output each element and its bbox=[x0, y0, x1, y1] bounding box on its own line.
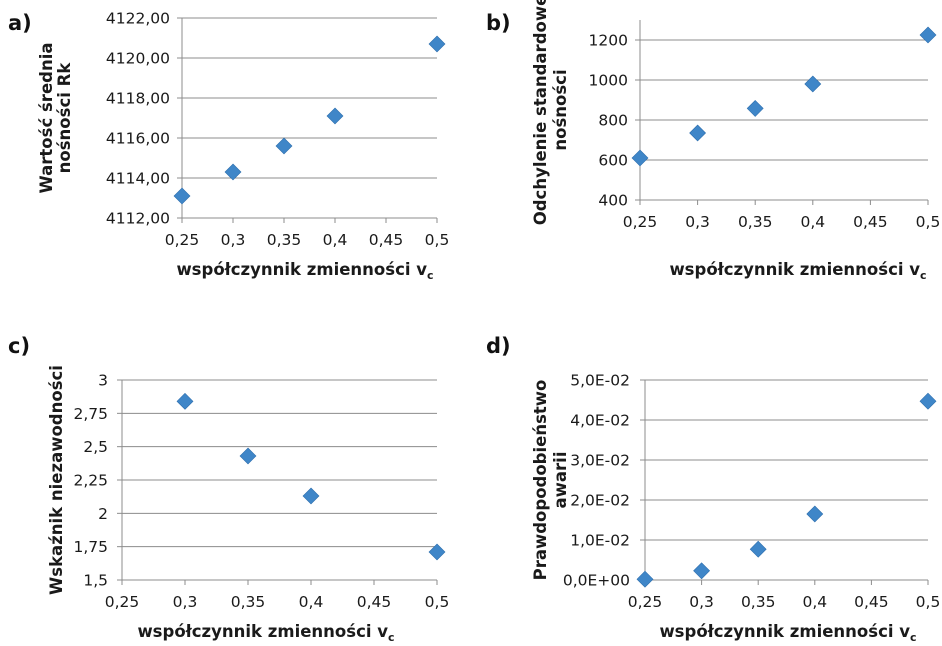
data-point bbox=[804, 75, 822, 93]
data-point bbox=[176, 392, 194, 410]
x-tick-label: 0,45 bbox=[357, 593, 392, 611]
panel-label: b) bbox=[486, 11, 511, 35]
y-tick-label: 2,75 bbox=[73, 405, 108, 423]
data-point bbox=[428, 543, 446, 561]
y-tick-label: 600 bbox=[598, 152, 628, 170]
y-tick-label: 1,75 bbox=[73, 538, 108, 556]
x-tick-label: 0,45 bbox=[854, 593, 889, 611]
y-tick-label: 2,5 bbox=[83, 438, 108, 456]
x-tick-label: 0,25 bbox=[628, 593, 663, 611]
y-tick-label: 1000 bbox=[589, 72, 628, 90]
x-axis-title-subscript: c bbox=[388, 631, 395, 644]
panel-label: c) bbox=[8, 334, 30, 358]
data-point bbox=[326, 107, 344, 125]
x-tick-label: 0,25 bbox=[165, 231, 200, 249]
x-tick-label: 0,5 bbox=[425, 593, 450, 611]
x-tick-label: 0,5 bbox=[916, 593, 941, 611]
y-tick-label: 3,0E-02 bbox=[570, 452, 630, 470]
x-tick-label: 0,35 bbox=[231, 593, 266, 611]
x-tick-label: 0,35 bbox=[741, 593, 776, 611]
data-point bbox=[636, 570, 654, 588]
data-point bbox=[173, 187, 191, 205]
data-point bbox=[746, 99, 764, 117]
data-point bbox=[428, 35, 446, 53]
data-point bbox=[631, 149, 649, 167]
data-point bbox=[806, 505, 824, 523]
y-tick-label: 2,0E-02 bbox=[570, 492, 630, 510]
x-axis-title: współczynnik zmienności vc bbox=[137, 622, 394, 644]
y-tick-label: 2 bbox=[98, 505, 108, 523]
y-axis-title-line: Wskaźnik niezawodności bbox=[47, 365, 66, 595]
y-tick-label: 4112,00 bbox=[106, 210, 170, 228]
x-tick-label: 0,4 bbox=[802, 593, 827, 611]
x-axis-title-subscript: c bbox=[427, 269, 434, 282]
x-tick-label: 0,45 bbox=[853, 213, 888, 231]
y-axis-title-line: Wartość średnia bbox=[37, 43, 56, 194]
data-point bbox=[275, 137, 293, 155]
x-axis-title: współczynnik zmienności vc bbox=[659, 622, 916, 644]
y-axis-title-line: awarii bbox=[551, 452, 570, 509]
y-tick-label: 4120,00 bbox=[106, 50, 170, 68]
y-tick-label: 2,25 bbox=[73, 472, 108, 490]
x-tick-label: 0,4 bbox=[299, 593, 324, 611]
x-axis-title: współczynnik zmienności vc bbox=[176, 260, 433, 282]
panel-label: d) bbox=[486, 334, 511, 358]
x-tick-label: 0,45 bbox=[369, 231, 404, 249]
y-tick-label: 0,0E+00 bbox=[563, 572, 630, 590]
panel-label: a) bbox=[8, 11, 32, 35]
y-axis-title-line: nośności bbox=[551, 69, 570, 150]
data-point bbox=[749, 540, 767, 558]
x-tick-label: 0,4 bbox=[323, 231, 348, 249]
y-tick-label: 4116,00 bbox=[106, 130, 170, 148]
x-axis-title-subscript: c bbox=[920, 269, 927, 282]
y-tick-label: 4114,00 bbox=[106, 170, 170, 188]
y-tick-label: 1200 bbox=[589, 32, 628, 50]
y-tick-label: 4118,00 bbox=[106, 90, 170, 108]
x-tick-label: 0,25 bbox=[623, 213, 658, 231]
y-tick-label: 400 bbox=[598, 192, 628, 210]
x-tick-label: 0,4 bbox=[800, 213, 825, 231]
x-tick-label: 0,3 bbox=[685, 213, 710, 231]
x-axis-title: współczynnik zmienności vc bbox=[669, 260, 926, 282]
x-tick-label: 0,25 bbox=[105, 593, 140, 611]
x-axis-title-text: współczynnik zmienności v bbox=[137, 622, 388, 641]
x-tick-label: 0,5 bbox=[916, 213, 941, 231]
x-axis-title-subscript: c bbox=[910, 631, 917, 644]
data-point bbox=[302, 487, 320, 505]
y-tick-label: 800 bbox=[598, 112, 628, 130]
data-point bbox=[224, 163, 242, 181]
data-point bbox=[919, 392, 937, 410]
data-point bbox=[693, 562, 711, 580]
y-axis-title-line: Prawdopodobieństwo bbox=[531, 380, 550, 581]
x-tick-label: 0,35 bbox=[738, 213, 773, 231]
x-tick-label: 0,3 bbox=[221, 231, 246, 249]
y-axis-title-line: nośności Rk bbox=[55, 62, 74, 174]
data-point bbox=[919, 26, 937, 44]
y-tick-label: 5,0E-02 bbox=[570, 372, 630, 390]
x-tick-label: 0,3 bbox=[689, 593, 714, 611]
y-tick-label: 1,5 bbox=[83, 572, 108, 590]
x-tick-label: 0,35 bbox=[267, 231, 302, 249]
y-tick-label: 1,0E-02 bbox=[570, 532, 630, 550]
x-tick-label: 0,5 bbox=[425, 231, 450, 249]
y-tick-label: 3 bbox=[98, 372, 108, 390]
y-axis-title-line: Odchylenie standardowe bbox=[531, 0, 550, 225]
y-tick-label: 4,0E-02 bbox=[570, 412, 630, 430]
y-tick-label: 4122,00 bbox=[106, 10, 170, 28]
x-axis-title-text: współczynnik zmienności v bbox=[659, 622, 910, 641]
data-point bbox=[239, 447, 257, 465]
x-axis-title-text: współczynnik zmienności v bbox=[669, 260, 920, 279]
x-axis-title-text: współczynnik zmienności v bbox=[176, 260, 427, 279]
data-point bbox=[689, 124, 707, 142]
x-tick-label: 0,3 bbox=[173, 593, 198, 611]
